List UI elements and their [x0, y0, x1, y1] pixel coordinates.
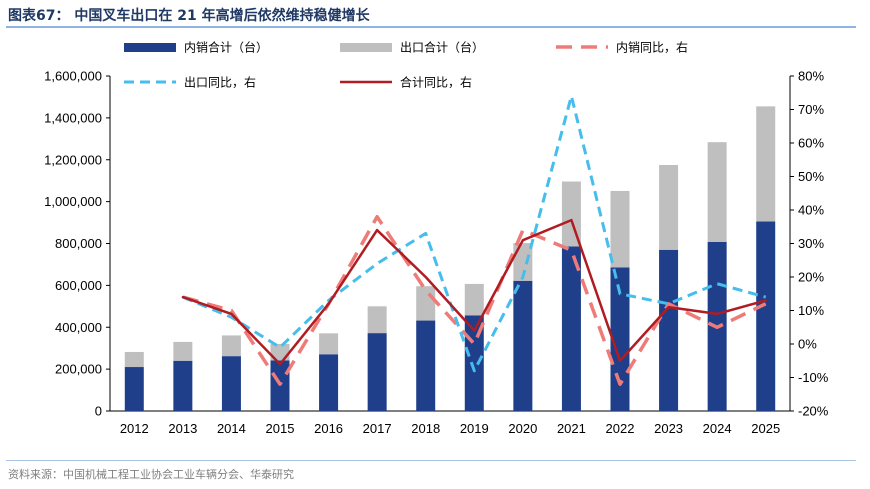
y-right-tick-label: -10%: [798, 370, 829, 385]
x-tick-label: 2015: [266, 421, 295, 436]
y-right-tick-label: 30%: [798, 236, 824, 251]
y-right-tick-label: 60%: [798, 136, 824, 151]
bar-domestic: [659, 249, 679, 411]
legend-label: 内销合计（台）: [184, 40, 268, 55]
x-tick-label: 2013: [168, 421, 197, 436]
y-left-tick-label: 200,000: [55, 362, 102, 377]
figure-title: 图表67： 中国叉车出口在 21 年高增后依然维持稳健增长: [8, 8, 370, 24]
y-right-tick-label: 70%: [798, 102, 824, 117]
x-tick-label: 2012: [120, 421, 149, 436]
source-note: 资料来源：中国机械工程工业协会工业车辆分会、华泰研究: [8, 468, 294, 481]
line-series: [181, 94, 767, 386]
bar-domestic: [367, 333, 387, 411]
x-tick-label: 2025: [751, 421, 780, 436]
source-divider: [6, 460, 856, 461]
y-right-tick-label: 20%: [798, 270, 824, 285]
bar-export: [707, 142, 727, 242]
y-left-tick-label: 1,600,000: [44, 69, 102, 84]
x-tick-label: 2017: [363, 421, 392, 436]
x-tick-label: 2023: [654, 421, 683, 436]
bar-domestic: [319, 354, 339, 411]
legend-label: 合计同比，右: [400, 75, 472, 90]
bar-domestic: [124, 367, 144, 411]
bar-export: [659, 164, 679, 250]
legend-label: 内销同比，右: [616, 40, 688, 55]
bar-export: [416, 286, 436, 321]
line-export-yoy: [182, 94, 767, 373]
y-right-tick-label: 10%: [798, 303, 824, 318]
bar-domestic: [561, 246, 581, 411]
bar-domestic: [221, 356, 241, 411]
title-divider: [6, 26, 856, 28]
x-tick-label: 2018: [411, 421, 440, 436]
x-tick-label: 2016: [314, 421, 343, 436]
y-left-tick-label: 600,000: [55, 278, 102, 293]
x-tick-label: 2020: [508, 421, 537, 436]
legend-swatch: [124, 43, 176, 52]
y-right-tick-label: 40%: [798, 203, 824, 218]
y-left-tick-label: 1,200,000: [44, 152, 102, 167]
bar-domestic: [173, 360, 193, 411]
x-tick-label: 2022: [606, 421, 635, 436]
x-tick-label: 2014: [217, 421, 246, 436]
bar-export: [367, 306, 387, 334]
bar-export: [513, 243, 533, 281]
line-domestic-yoy: [182, 214, 767, 386]
y-left-tick-label: 1,000,000: [44, 194, 102, 209]
bar-series: [124, 106, 776, 411]
line-total-yoy: [181, 218, 767, 366]
bar-export: [464, 283, 484, 316]
x-tick-label: 2024: [703, 421, 732, 436]
x-tick-label: 2019: [460, 421, 489, 436]
bar-export: [610, 190, 630, 268]
x-tick-label: 2021: [557, 421, 586, 436]
y-left-tick-label: 1,400,000: [44, 110, 102, 125]
y-right-tick-label: -20%: [798, 404, 829, 419]
y-right-tick-label: 0%: [798, 337, 817, 352]
bar-export: [221, 335, 241, 357]
bar-domestic: [756, 221, 776, 411]
bar-domestic: [416, 320, 436, 411]
y-left-tick-label: 800,000: [55, 236, 102, 251]
y-left-tick-label: 0: [95, 404, 102, 419]
legend-label: 出口同比，右: [184, 75, 256, 90]
legend-swatch: [340, 43, 392, 52]
y-right-tick-label: 80%: [798, 69, 824, 84]
bar-domestic: [513, 280, 533, 411]
y-left-tick-label: 400,000: [55, 320, 102, 335]
bar-export: [319, 333, 339, 355]
y-right-tick-label: 50%: [798, 169, 824, 184]
bar-export: [756, 106, 776, 222]
tick-labels: 0 200,000 400,000 600,000 800,000 1,000,000 1,…: [44, 69, 829, 437]
legend-label: 出口合计（台）: [400, 40, 484, 55]
bar-export: [173, 341, 193, 361]
chart-axes: [106, 75, 794, 412]
bar-export: [124, 351, 144, 368]
